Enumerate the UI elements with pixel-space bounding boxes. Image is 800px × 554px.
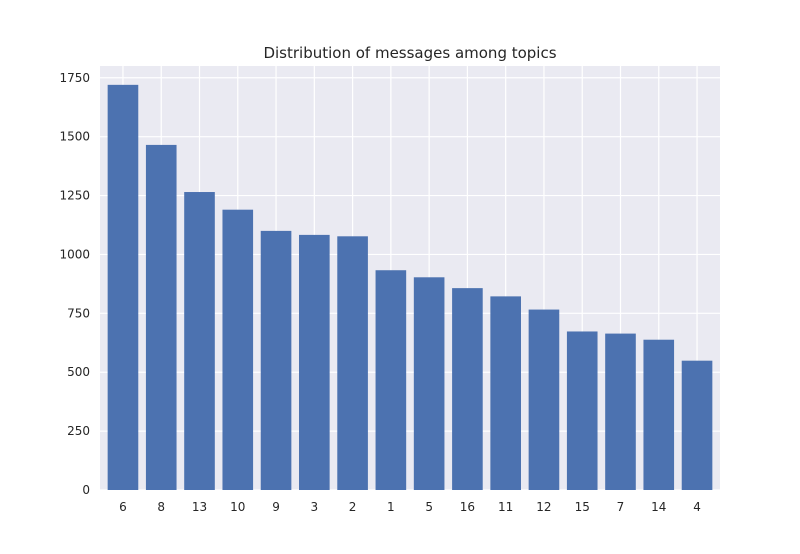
y-tick-label: 500 [67,365,90,379]
y-tick-label: 1000 [59,247,90,261]
bar-topic-15 [566,331,598,490]
y-tick-label: 750 [67,306,90,320]
bar-topic-9 [260,230,292,490]
bar-topic-10 [222,209,254,490]
bar-topic-1 [375,270,407,490]
bar-topic-16 [452,288,483,490]
y-tick-label: 0 [82,483,90,497]
y-tick-label: 1500 [59,130,90,144]
x-tick-label: 13 [192,500,207,514]
x-tick-label: 1 [387,500,395,514]
bar-topic-5 [413,277,445,490]
bar-topic-2 [337,236,368,490]
x-axis-ticks: 6 8 13 10 9 3 2 1 5 16 11 12 15 7 14 4 [119,500,701,514]
bar-topic-3 [299,234,330,490]
x-tick-label: 14 [651,500,666,514]
bar-topic-11 [490,296,521,490]
x-tick-label: 4 [693,500,701,514]
bar-topic-6 [107,84,139,490]
x-tick-label: 2 [349,500,357,514]
x-tick-label: 12 [536,500,551,514]
x-tick-label: 9 [272,500,280,514]
bar-topic-7 [605,333,636,490]
x-tick-label: 16 [460,500,475,514]
y-tick-label: 1750 [59,71,90,85]
chart-title: Distribution of messages among topics [263,44,556,62]
y-tick-label: 250 [67,424,90,438]
bar-topic-4 [681,360,713,490]
bars [107,84,713,490]
bar-topic-8 [145,144,177,490]
x-tick-label: 6 [119,500,127,514]
bar-topic-13 [184,192,215,490]
x-tick-label: 10 [230,500,245,514]
x-tick-label: 7 [617,500,625,514]
x-tick-label: 8 [157,500,165,514]
bar-topic-14 [643,339,675,490]
x-tick-label: 11 [498,500,513,514]
x-tick-label: 3 [311,500,319,514]
x-tick-label: 15 [575,500,590,514]
y-axis-ticks: 0 250 500 750 1000 1250 1500 1750 [59,71,90,497]
bar-topic-12 [528,309,560,490]
x-tick-label: 5 [425,500,433,514]
y-tick-label: 1250 [59,189,90,203]
